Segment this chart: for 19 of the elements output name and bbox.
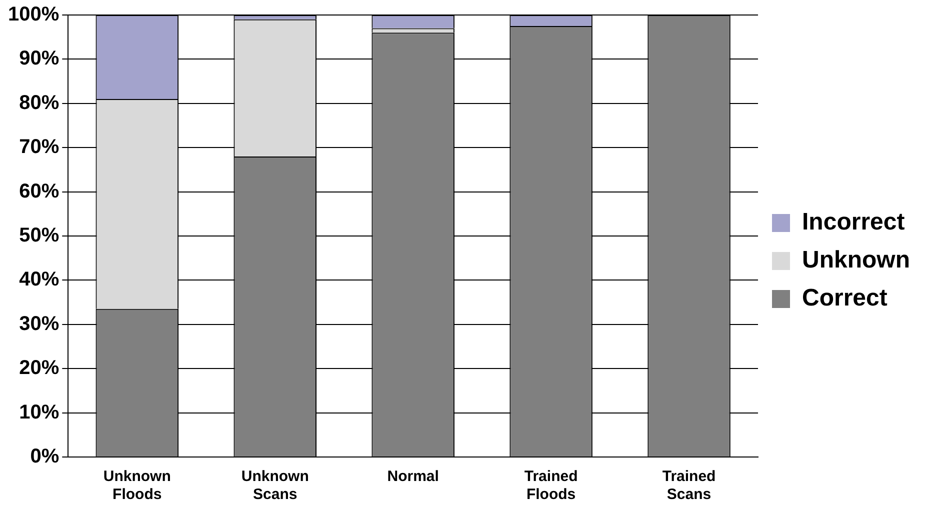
y-tick-label: 100%: [8, 4, 60, 26]
y-tick-label: 10%: [19, 401, 60, 424]
legend-label: Unknown: [802, 246, 910, 274]
x-tick-label: Trained Scans: [662, 468, 716, 504]
y-tick-label: 80%: [19, 92, 60, 114]
y-tick-label: 90%: [19, 48, 60, 70]
y-tick-label: 70%: [19, 136, 60, 158]
legend-label: Incorrect: [802, 208, 905, 236]
y-tick-label: 60%: [19, 180, 60, 202]
y-tick-label: 50%: [19, 224, 60, 247]
y-tick-label: 40%: [19, 268, 60, 291]
x-tick-label: Unknown Scans: [241, 468, 309, 504]
x-tick-label: Unknown Floods: [103, 468, 171, 504]
legend-label: Correct: [802, 284, 888, 312]
y-tick-label: 30%: [19, 312, 60, 335]
x-tick-label: Trained Floods: [524, 468, 578, 504]
y-tick-label: 20%: [19, 357, 60, 380]
y-tick-label: 0%: [30, 446, 60, 468]
x-tick-label: Normal: [387, 468, 439, 486]
